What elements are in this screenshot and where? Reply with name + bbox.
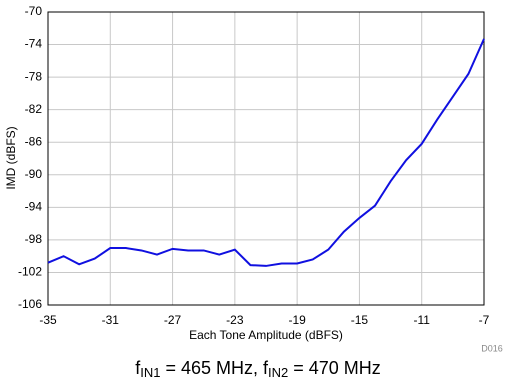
y-axis-label: IMD (dBFS) xyxy=(4,126,18,189)
x-tick-label: -7 xyxy=(479,313,490,327)
x-tick-label: -27 xyxy=(164,313,182,327)
y-tick-label: -106 xyxy=(18,297,42,311)
caption-part: = 470 MHz xyxy=(288,358,381,378)
y-tick-label: -94 xyxy=(25,200,43,214)
x-tick-label: -31 xyxy=(102,313,120,327)
x-tick-label: -15 xyxy=(351,313,369,327)
data-line xyxy=(47,38,485,267)
caption-part: f xyxy=(135,358,141,378)
y-tick-label: -90 xyxy=(25,167,43,181)
x-axis-label: Each Tone Amplitude (dBFS) xyxy=(189,328,343,342)
y-tick-label: -78 xyxy=(25,69,43,83)
y-tick-label: -82 xyxy=(25,102,43,116)
y-tick-label: -98 xyxy=(25,232,43,246)
figure-id: D016 xyxy=(481,343,503,353)
plot-frame xyxy=(47,11,485,306)
caption-part: IN2 xyxy=(268,365,288,380)
caption: fIN1 = 465 MHz, fIN2 = 470 MHz xyxy=(135,358,381,381)
x-tick-label: -23 xyxy=(226,313,244,327)
x-tick-label: -11 xyxy=(413,313,430,327)
y-tick-label: -70 xyxy=(25,4,43,18)
y-tick-label: -74 xyxy=(25,37,43,51)
y-tick-label: -102 xyxy=(18,265,42,279)
y-tick-label: -86 xyxy=(25,134,43,148)
caption-part: = 465 MHz, f xyxy=(160,358,269,378)
x-tick-label: -19 xyxy=(288,313,306,327)
caption-part: IN1 xyxy=(140,365,160,380)
x-tick-label: -35 xyxy=(39,313,57,327)
